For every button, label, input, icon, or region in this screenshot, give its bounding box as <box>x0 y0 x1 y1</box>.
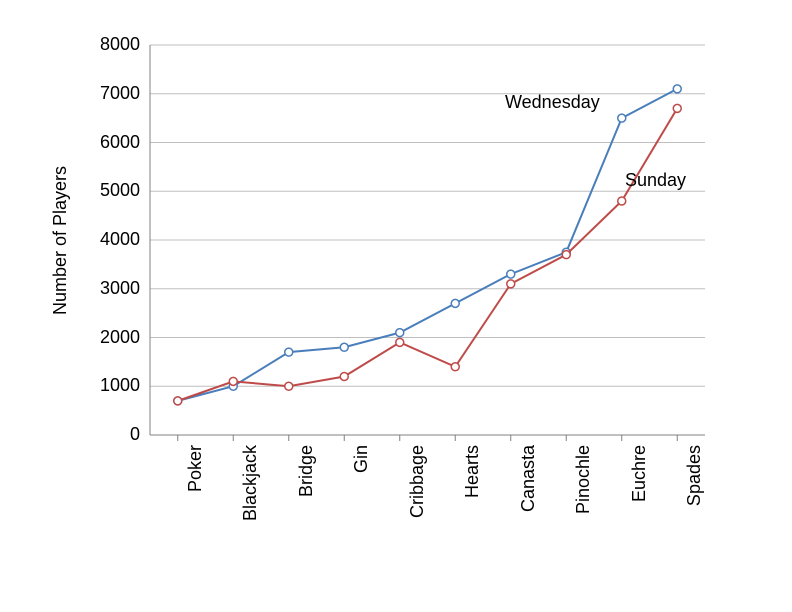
y-tick-label: 8000 <box>80 34 140 55</box>
x-category-label: Hearts <box>462 445 483 545</box>
series-marker <box>451 299 459 307</box>
y-tick-label: 1000 <box>80 375 140 396</box>
series-marker <box>396 338 404 346</box>
x-category-label: Cribbage <box>407 445 428 545</box>
series-marker <box>451 363 459 371</box>
series-label: Wednesday <box>505 92 600 113</box>
x-category-label: Spades <box>684 445 705 545</box>
x-category-label: Poker <box>185 445 206 545</box>
x-category-label: Canasta <box>518 445 539 545</box>
series-marker <box>673 104 681 112</box>
series-marker <box>285 348 293 356</box>
y-tick-label: 7000 <box>80 83 140 104</box>
series-marker <box>340 373 348 381</box>
series-label: Sunday <box>625 170 686 191</box>
series-line <box>178 108 678 401</box>
series-marker <box>507 280 515 288</box>
series-marker <box>507 270 515 278</box>
y-tick-label: 2000 <box>80 327 140 348</box>
y-tick-label: 0 <box>80 424 140 445</box>
x-category-label: Bridge <box>296 445 317 545</box>
y-tick-label: 4000 <box>80 229 140 250</box>
y-tick-label: 5000 <box>80 180 140 201</box>
series-marker <box>673 85 681 93</box>
series-marker <box>618 114 626 122</box>
series-marker <box>562 251 570 259</box>
x-category-label: Pinochle <box>573 445 594 545</box>
series-marker <box>174 397 182 405</box>
x-category-label: Blackjack <box>240 445 261 545</box>
series-marker <box>285 382 293 390</box>
series-marker <box>340 343 348 351</box>
y-axis-label: Number of Players <box>50 166 71 315</box>
series-marker <box>396 329 404 337</box>
y-tick-label: 6000 <box>80 132 140 153</box>
series-marker <box>618 197 626 205</box>
y-tick-label: 3000 <box>80 278 140 299</box>
x-category-label: Euchre <box>629 445 650 545</box>
x-category-label: Gin <box>351 445 372 545</box>
series-marker <box>229 377 237 385</box>
